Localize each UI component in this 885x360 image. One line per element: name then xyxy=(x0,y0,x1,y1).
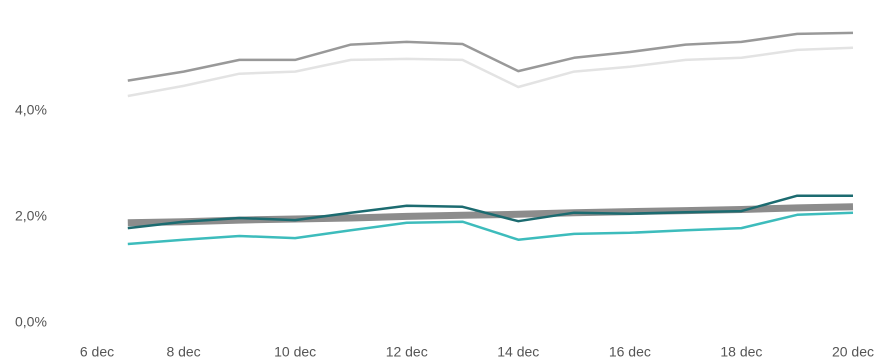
x-tick-label: 18 dec xyxy=(720,344,762,360)
x-tick-label: 20 dec xyxy=(832,344,874,360)
x-tick-label: 6 dec xyxy=(80,344,114,360)
series-line xyxy=(127,194,853,230)
x-tick-label: 16 dec xyxy=(609,344,651,360)
y-tick-label: 0,0% xyxy=(15,314,47,330)
x-tick-label: 12 dec xyxy=(386,344,428,360)
series-line xyxy=(127,211,854,246)
y-tick-label: 2,0% xyxy=(15,208,47,224)
series-line xyxy=(127,46,854,98)
x-tick-label: 14 dec xyxy=(497,344,539,360)
y-tick-label: 4,0% xyxy=(15,102,47,118)
x-tick-label: 10 dec xyxy=(274,344,316,360)
x-tick-label: 8 dec xyxy=(166,344,200,360)
series-line xyxy=(127,31,854,82)
